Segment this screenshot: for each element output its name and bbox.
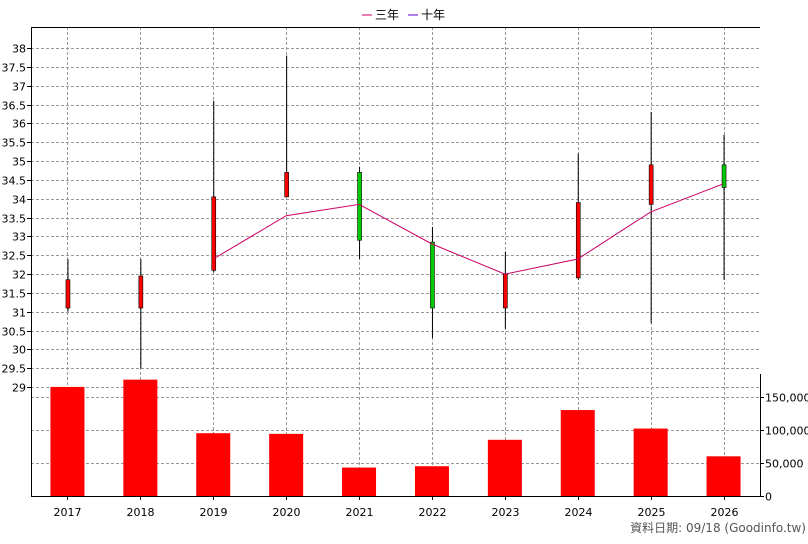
candle-body <box>430 242 434 308</box>
candlesticks <box>66 56 726 369</box>
price-tick-label: 29 <box>12 382 26 395</box>
axis-labels: 29 29.5 30 30.5 31 31.5 32 32.5 33 33.5 34 34.5 35 35… <box>2 43 808 520</box>
price-tick-label: 38 <box>12 43 26 56</box>
volume-bar <box>196 433 230 496</box>
x-tick-label: 2025 <box>638 506 666 519</box>
candle-body <box>139 276 143 308</box>
price-tick-label: 32 <box>12 269 26 282</box>
price-tick-label: 34.5 <box>2 175 27 188</box>
price-tick-label: 32.5 <box>2 250 27 263</box>
legend-label-2: 十年 <box>421 8 445 22</box>
volume-bar <box>123 380 157 496</box>
legend-label-1: 三年 <box>375 8 399 22</box>
ma3-line-layer <box>213 184 723 274</box>
volume-bar <box>488 440 522 496</box>
x-tick-label: 2018 <box>127 506 155 519</box>
price-tick-label: 37.5 <box>2 62 27 75</box>
legend: 三年 十年 <box>362 8 445 22</box>
volume-bar <box>634 429 668 496</box>
price-tick-label: 29.5 <box>2 363 27 376</box>
candle-body <box>576 203 580 278</box>
candle-body <box>358 172 362 240</box>
volume-tick-label: 100,000 <box>765 425 808 438</box>
volume-bar <box>50 387 84 496</box>
volume-bar <box>707 456 741 496</box>
volume-bar <box>342 468 376 496</box>
price-tick-label: 30.5 <box>2 326 27 339</box>
candle-body <box>503 274 507 308</box>
price-tick-label: 33.5 <box>2 213 27 226</box>
volume-bar <box>269 434 303 496</box>
price-tick-label: 31.5 <box>2 288 27 301</box>
volume-tick-label: 0 <box>765 491 772 504</box>
volume-bar <box>415 466 449 496</box>
price-tick-label: 34 <box>12 194 26 207</box>
candle-body <box>649 165 653 205</box>
candle-body <box>212 197 216 270</box>
candle-body <box>285 172 289 196</box>
x-tick-label: 2017 <box>54 506 82 519</box>
x-tick-label: 2020 <box>273 506 301 519</box>
price-tick-label: 37 <box>12 81 26 94</box>
price-tick-label: 36 <box>12 118 26 131</box>
x-tick-label: 2021 <box>346 506 374 519</box>
x-tick-label: 2022 <box>419 506 447 519</box>
price-tick-label: 35 <box>12 156 26 169</box>
price-tick-label: 31 <box>12 307 26 320</box>
x-tick-label: 2019 <box>200 506 228 519</box>
volume-bar <box>561 410 595 496</box>
ma3-line <box>213 184 723 274</box>
candle-body <box>66 280 70 308</box>
price-tick-label: 30 <box>12 344 26 357</box>
x-tick-label: 2026 <box>711 506 739 519</box>
price-tick-label: 33 <box>12 231 26 244</box>
x-tick-label: 2023 <box>492 506 520 519</box>
x-tick-label: 2024 <box>565 506 593 519</box>
volume-tick-label: 150,000 <box>765 392 808 405</box>
price-tick-label: 36.5 <box>2 100 27 113</box>
volume-tick-label: 50,000 <box>765 458 804 471</box>
source-footer: 資料日期: 09/18 (Goodinfo.tw) <box>630 521 806 535</box>
price-tick-label: 35.5 <box>2 137 27 150</box>
